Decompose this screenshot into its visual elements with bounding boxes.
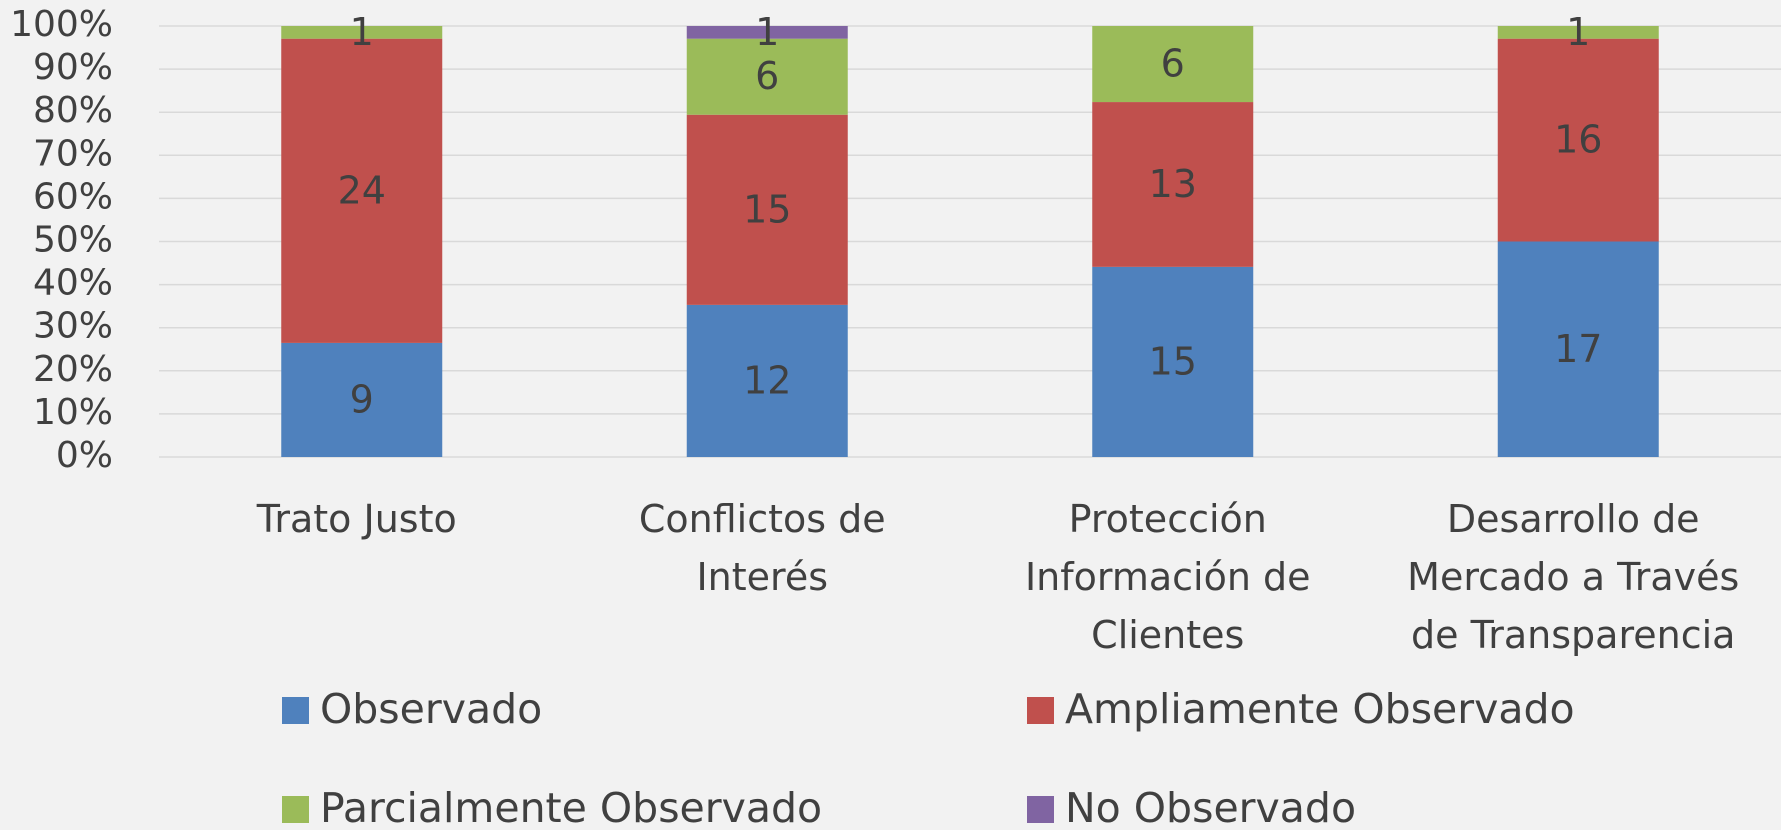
y-tick-label: 20%	[33, 349, 113, 390]
y-tick-label: 40%	[33, 263, 113, 304]
legend-swatch	[1027, 796, 1054, 823]
x-tick-label: Protección Información de Clientes	[1024, 497, 1311, 657]
data-label: 15	[1149, 339, 1197, 383]
data-label: 9	[350, 377, 374, 421]
y-tick-label: 80%	[33, 90, 113, 131]
data-label: 13	[1149, 162, 1197, 206]
y-tick-label: 50%	[33, 220, 113, 261]
bar-segment	[1497, 38, 1659, 242]
bar-segment	[281, 342, 443, 457]
data-label: 6	[755, 54, 779, 98]
y-tick-label: 100%	[10, 4, 113, 45]
y-tick-label: 30%	[33, 306, 113, 347]
y-tick-label: 60%	[33, 176, 113, 217]
bar-segment	[1092, 266, 1254, 457]
bar-segment	[686, 26, 848, 39]
y-tick-label: 70%	[33, 133, 113, 174]
y-tick-label: 10%	[33, 392, 113, 433]
bar-segment	[281, 38, 443, 343]
x-tick-label: Trato Justo	[256, 497, 457, 541]
bar-segment	[686, 38, 848, 115]
legend-label: No Observado	[1065, 784, 1356, 830]
data-label: 12	[743, 358, 791, 402]
legend-swatch	[282, 796, 309, 823]
legend-label: Observado	[320, 685, 542, 733]
data-label: 1	[350, 10, 374, 54]
bar-segment	[1092, 102, 1254, 267]
bar-segment	[1497, 241, 1659, 457]
legend-label: Parcialmente Observado	[320, 784, 822, 830]
legend-swatch	[1027, 697, 1054, 724]
y-tick-label: 0%	[56, 435, 113, 476]
bar-segment	[1092, 26, 1254, 103]
data-label: 1	[1566, 10, 1590, 54]
legend-label: Ampliamente Observado	[1065, 685, 1575, 733]
x-tick-label: Desarrollo de Mercado a Través de Transp…	[1407, 497, 1740, 657]
data-label: 17	[1554, 327, 1602, 371]
bar-segment	[281, 26, 443, 39]
data-label: 16	[1554, 118, 1602, 162]
bar-segment	[686, 304, 848, 457]
data-label: 15	[743, 187, 791, 231]
data-label: 24	[338, 168, 386, 212]
bar-segment	[686, 114, 848, 305]
bar-segment	[1497, 26, 1659, 39]
data-label: 1	[755, 10, 779, 54]
legend-swatch	[282, 697, 309, 724]
x-tick-label: Conflictos de Interés	[638, 497, 886, 599]
y-tick-label: 90%	[33, 47, 113, 88]
data-label: 6	[1161, 42, 1185, 86]
